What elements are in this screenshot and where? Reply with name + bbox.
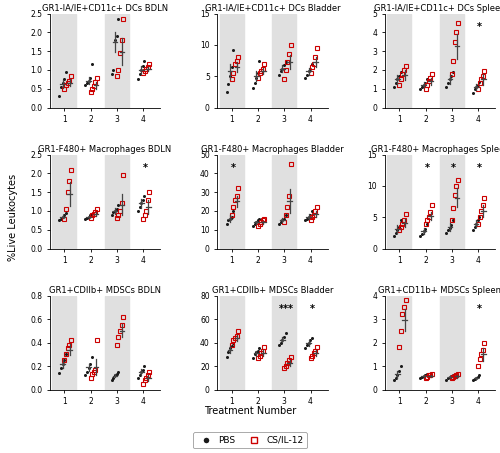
Text: *: * xyxy=(231,163,236,173)
Text: *: * xyxy=(451,163,456,173)
Text: Treatment Number: Treatment Number xyxy=(204,406,296,416)
Text: *: * xyxy=(478,22,482,32)
Bar xyxy=(440,295,464,390)
Title: GR1-F480+ Macrophages BDLN: GR1-F480+ Macrophages BDLN xyxy=(38,145,172,154)
Title: GR1-F480+ Macrophages Spleen: GR1-F480+ Macrophages Spleen xyxy=(370,145,500,154)
Bar xyxy=(52,295,76,390)
Title: GR1+CDIIb+ MDSCs Bladder: GR1+CDIIb+ MDSCs Bladder xyxy=(212,286,333,295)
Text: *: * xyxy=(425,163,430,173)
Text: ***: *** xyxy=(278,304,293,314)
Bar xyxy=(220,14,244,108)
Text: %Live Leukocytes: %Live Leukocytes xyxy=(8,174,18,261)
Bar xyxy=(220,154,244,249)
Title: GR1-IA/IE+CD11c+ DCs BDLN: GR1-IA/IE+CD11c+ DCs BDLN xyxy=(42,4,168,13)
Bar xyxy=(52,154,76,249)
Bar xyxy=(52,14,76,108)
Bar xyxy=(105,154,129,249)
Bar xyxy=(105,14,129,108)
Bar xyxy=(387,14,411,108)
Bar xyxy=(272,295,296,390)
Bar xyxy=(440,14,464,108)
Bar xyxy=(387,295,411,390)
Text: *: * xyxy=(142,163,148,173)
Bar xyxy=(272,154,296,249)
Legend: PBS, CS/IL-12: PBS, CS/IL-12 xyxy=(193,432,307,448)
Text: *: * xyxy=(310,304,315,314)
Title: GR1+CDIIb+ MDSCs BDLN: GR1+CDIIb+ MDSCs BDLN xyxy=(49,286,161,295)
Bar xyxy=(387,154,411,249)
Bar xyxy=(440,154,464,249)
Title: GR1-F480+ Macrophages Bladder: GR1-F480+ Macrophages Bladder xyxy=(201,145,344,154)
Title: GR1+CD11b+ MDSCs Spleen: GR1+CD11b+ MDSCs Spleen xyxy=(378,286,500,295)
Bar xyxy=(220,295,244,390)
Title: GR1-IA/IE+CD11c+ DCs Spleen: GR1-IA/IE+CD11c+ DCs Spleen xyxy=(374,4,500,13)
Title: GR1-IA/IE+CD11c+ DCs Bladder: GR1-IA/IE+CD11c+ DCs Bladder xyxy=(204,4,340,13)
Bar xyxy=(272,14,296,108)
Bar xyxy=(105,295,129,390)
Text: *: * xyxy=(478,304,482,314)
Text: *: * xyxy=(478,163,482,173)
